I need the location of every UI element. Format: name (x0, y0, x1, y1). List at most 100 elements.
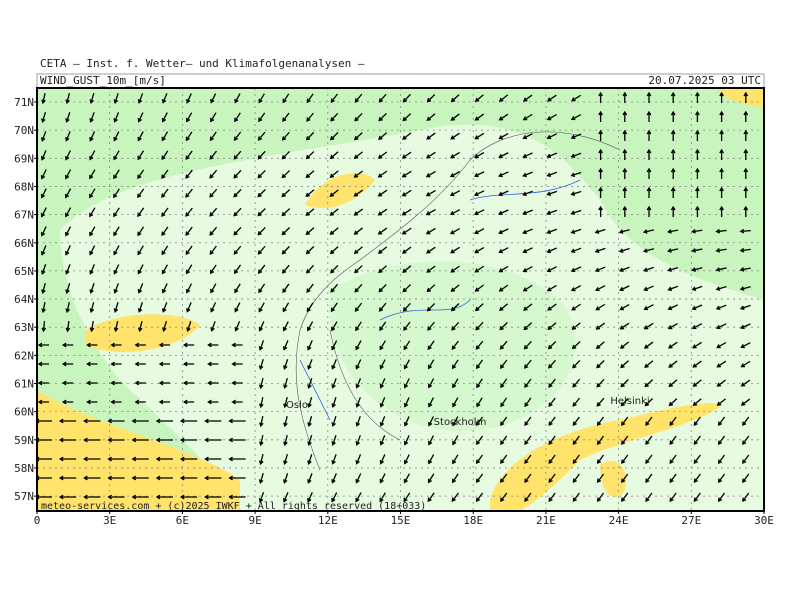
wind-arrow (596, 492, 605, 503)
wind-arrow (282, 340, 289, 351)
wind-arrow (546, 228, 558, 235)
wind-arrow (621, 473, 629, 484)
wind-arrow (209, 188, 218, 198)
wind-arrow (570, 114, 582, 121)
wind-arrow (131, 456, 149, 462)
wind-arrow (233, 207, 242, 217)
wind-arrow (305, 208, 315, 217)
wind-arrow (331, 492, 338, 503)
wind-arrow (113, 207, 120, 218)
wind-arrow (355, 321, 362, 332)
wind-arrow (668, 341, 678, 349)
wind-arrow (207, 380, 219, 386)
variable-name: WIND_GUST_10m_[m/s] (40, 74, 166, 87)
wind-arrow (185, 226, 193, 236)
wind-arrow (113, 302, 119, 314)
wind-arrow (137, 320, 143, 333)
wind-arrow (667, 304, 678, 311)
wind-arrow (353, 151, 363, 159)
wind-arrow (474, 228, 485, 235)
wind-arrow (283, 378, 288, 390)
lat-label: 67N (14, 209, 34, 222)
wind-arrow (330, 264, 339, 274)
wind-arrow (307, 473, 313, 484)
wind-arrow (692, 360, 702, 368)
wind-arrow (161, 150, 169, 161)
lon-label: 18E (463, 514, 483, 527)
wind-arrow (522, 284, 533, 292)
wind-arrow (522, 190, 533, 197)
wind-arrow (134, 361, 146, 367)
wind-arrow (204, 456, 222, 462)
wind-arrow (548, 378, 556, 388)
wind-arrow (307, 359, 313, 370)
wind-arrow (209, 245, 217, 255)
wind-arrow (403, 416, 410, 427)
wind-arrow (620, 379, 629, 388)
wind-arrow (475, 359, 484, 370)
wind-arrow (137, 112, 144, 123)
wind-arrow (427, 321, 435, 331)
wind-arrow (693, 473, 701, 484)
wind-arrow (743, 205, 749, 217)
wind-arrow (137, 245, 144, 256)
wind-arrow (570, 285, 582, 292)
wind-arrow (500, 416, 508, 427)
wind-arrow (37, 380, 49, 386)
wind-arrow (667, 266, 679, 272)
wind-arrow (113, 169, 120, 180)
wind-arrow (646, 205, 652, 217)
wind-arrow (401, 151, 412, 159)
wind-arrow (258, 302, 265, 313)
wind-arrow (113, 226, 120, 237)
wind-arrow (258, 283, 266, 294)
wind-arrow (450, 284, 460, 292)
wind-arrow (377, 151, 388, 159)
wind-arrow (715, 285, 727, 291)
wind-arrow (58, 437, 77, 443)
wind-arrow (473, 209, 485, 216)
wind-arrow (353, 170, 363, 178)
wind-arrow (281, 245, 290, 255)
city-label: Oslo (286, 400, 308, 411)
wind-arrow (619, 285, 630, 292)
wind-arrow (743, 148, 749, 160)
wind-arrow (137, 93, 144, 104)
lat-label: 71N (14, 96, 34, 109)
wind-arrow (282, 112, 290, 122)
footer: meteo-services.com + (c)2025 IWKF + All … (41, 501, 426, 512)
wind-arrow (428, 397, 435, 408)
wind-arrow (89, 169, 96, 180)
wind-arrow (546, 284, 557, 292)
wind-arrow (670, 91, 676, 103)
wind-arrow (571, 94, 581, 102)
wind-arrow (498, 228, 509, 235)
wind-arrow (524, 378, 532, 389)
wind-arrow (475, 492, 484, 503)
wind-arrow (355, 378, 362, 389)
wind-arrow (258, 473, 264, 484)
wind-arrow (667, 248, 679, 253)
wind-arrow (179, 475, 198, 481)
wind-arrow (329, 246, 339, 255)
wind-arrow (331, 359, 337, 370)
wind-arrow (258, 492, 265, 503)
wind-arrow (547, 94, 557, 102)
wind-arrow (259, 434, 264, 447)
wind-arrow (228, 437, 246, 443)
wind-arrow (645, 492, 653, 503)
wind-arrow (570, 133, 582, 140)
wind-arrow (425, 170, 436, 178)
wind-arrow (595, 303, 606, 311)
wind-arrow (570, 209, 582, 215)
wind-arrow (113, 264, 120, 275)
wind-arrow (378, 113, 387, 122)
wind-arrow (474, 94, 484, 103)
lat-label: 66N (14, 237, 34, 250)
wind-arrow (257, 264, 266, 274)
wind-arrow (403, 435, 410, 446)
wind-arrow (428, 435, 435, 446)
wind-arrow (161, 302, 168, 313)
wind-arrow (257, 226, 266, 236)
wind-arrow (61, 342, 74, 348)
